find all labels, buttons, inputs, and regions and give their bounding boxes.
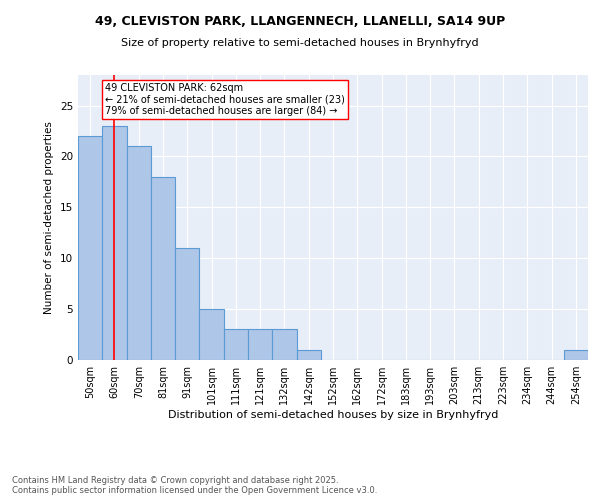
Text: Size of property relative to semi-detached houses in Brynhyfryd: Size of property relative to semi-detach…	[121, 38, 479, 48]
Bar	[151, 177, 175, 360]
Bar	[224, 330, 248, 360]
Bar	[564, 350, 588, 360]
Bar	[175, 248, 199, 360]
Text: 49 CLEVISTON PARK: 62sqm
← 21% of semi-detached houses are smaller (23)
79% of s: 49 CLEVISTON PARK: 62sqm ← 21% of semi-d…	[105, 83, 345, 116]
X-axis label: Distribution of semi-detached houses by size in Brynhyfryd: Distribution of semi-detached houses by …	[168, 410, 498, 420]
Y-axis label: Number of semi-detached properties: Number of semi-detached properties	[44, 121, 55, 314]
Bar	[272, 330, 296, 360]
Bar	[199, 309, 224, 360]
Bar	[127, 146, 151, 360]
Text: 49, CLEVISTON PARK, LLANGENNECH, LLANELLI, SA14 9UP: 49, CLEVISTON PARK, LLANGENNECH, LLANELL…	[95, 15, 505, 28]
Bar	[248, 330, 272, 360]
Bar	[296, 350, 321, 360]
Bar	[102, 126, 127, 360]
Text: Contains HM Land Registry data © Crown copyright and database right 2025.
Contai: Contains HM Land Registry data © Crown c…	[12, 476, 377, 495]
Bar	[78, 136, 102, 360]
